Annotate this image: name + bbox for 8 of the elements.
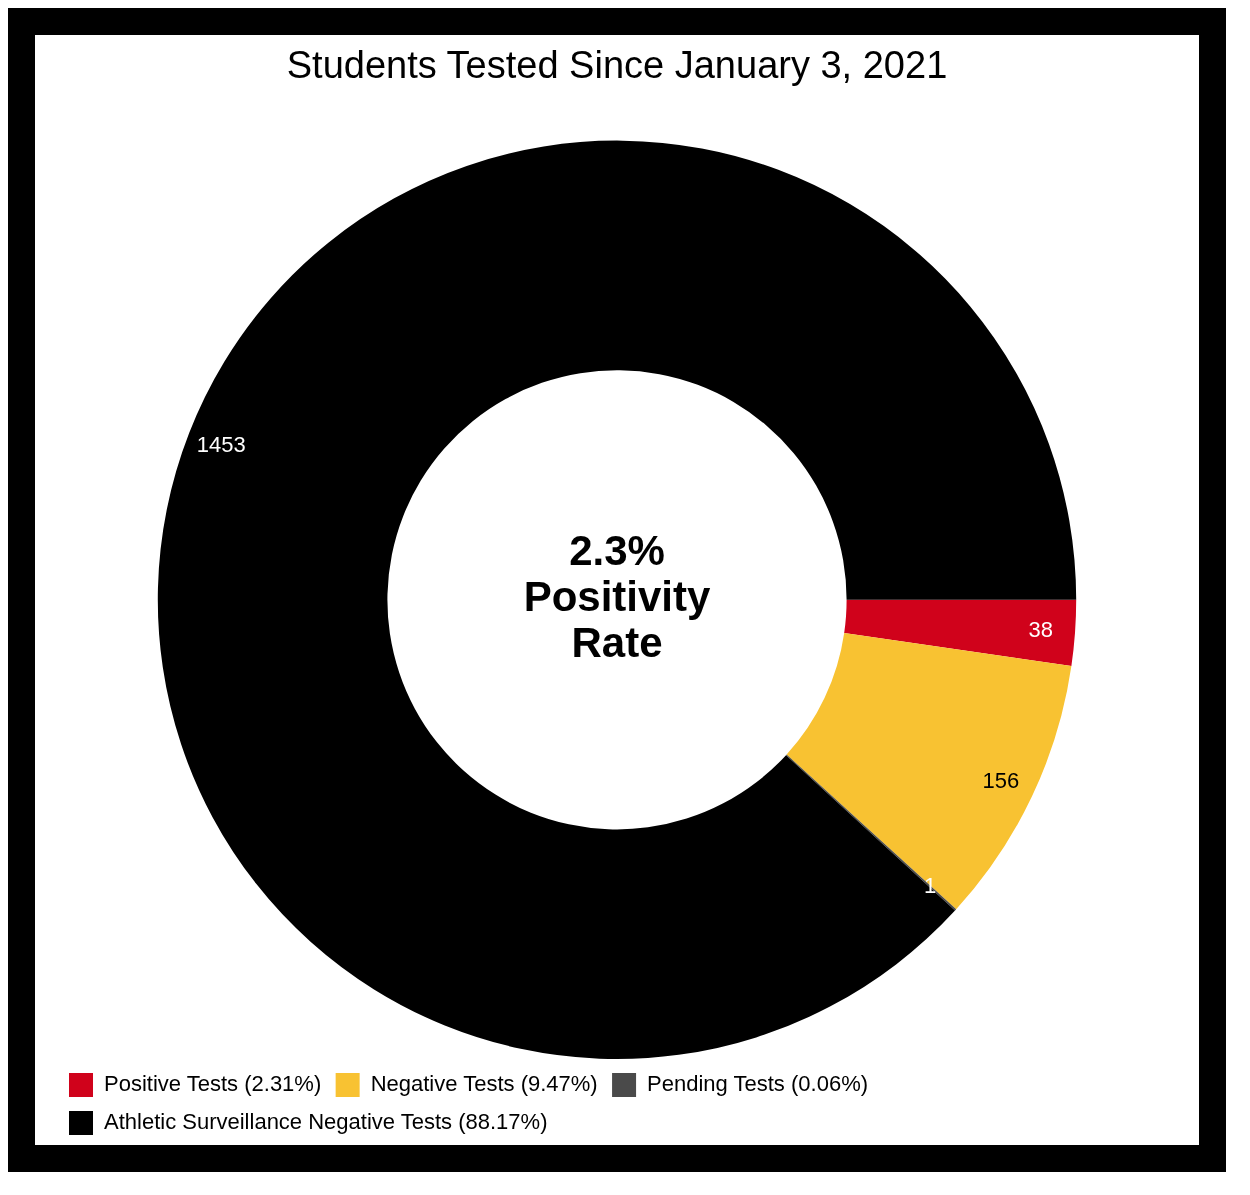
- data-label: 38: [1028, 616, 1053, 642]
- data-label: 156: [982, 767, 1020, 793]
- data-label: 1453: [196, 431, 246, 457]
- legend-label: Positive Tests (2.31%): [104, 1071, 322, 1097]
- legend-label: Pending Tests (0.06%): [647, 1071, 869, 1097]
- data-label: 1: [924, 872, 937, 898]
- legend-label: Negative Tests (9.47%): [370, 1071, 598, 1097]
- chart-title: Students Tested Since January 3, 2021: [286, 44, 948, 87]
